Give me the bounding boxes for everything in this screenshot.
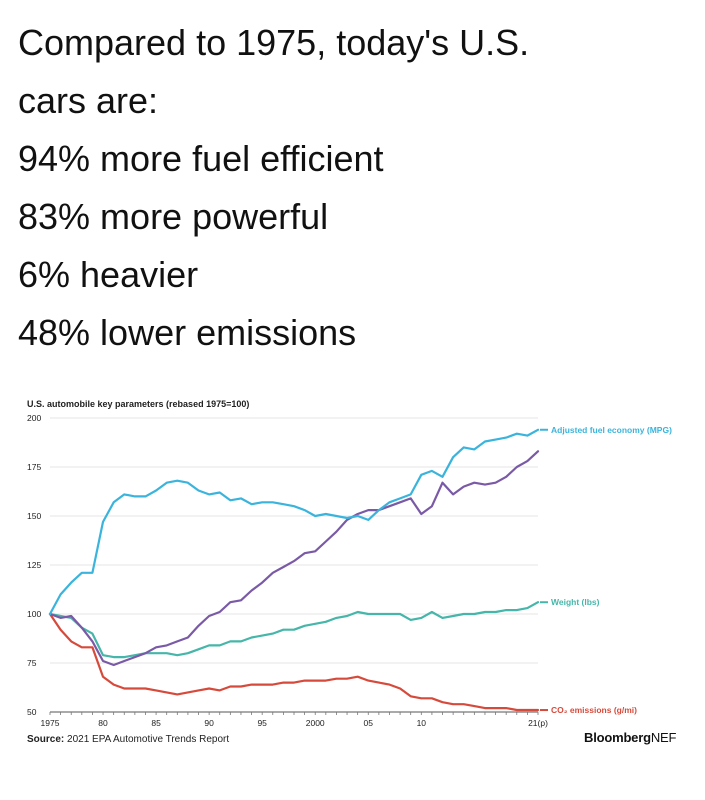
x-tick-label: 05: [364, 718, 374, 728]
series-label-co2: CO₂ emissions (g/mi): [551, 705, 637, 715]
headline: Compared to 1975, today's U.S. cars are:…: [18, 14, 688, 362]
y-tick-label: 50: [27, 707, 37, 717]
x-tick-label: 2000: [306, 718, 325, 728]
x-tick-label: 10: [417, 718, 427, 728]
brand-light: NEF: [650, 730, 677, 745]
y-tick-label: 75: [27, 658, 37, 668]
headline-line-1: Compared to 1975, today's U.S.: [18, 22, 530, 63]
x-tick-label: 21(p): [528, 718, 548, 728]
x-tick-label: 1975: [41, 718, 60, 728]
headline-line-3: 94% more fuel efficient: [18, 138, 384, 179]
y-tick-label: 175: [27, 462, 41, 472]
x-tick-label: 95: [257, 718, 267, 728]
x-tick-label: 90: [204, 718, 214, 728]
series-label-fuel: Adjusted fuel economy (MPG): [551, 425, 672, 435]
chart-title: U.S. automobile key parameters (rebased …: [27, 399, 249, 409]
headline-line-2: cars are:: [18, 80, 159, 121]
brand-bold: Bloomberg: [584, 730, 651, 745]
x-tick-label: 80: [98, 718, 108, 728]
source-label: Source:: [27, 734, 65, 745]
line-chart: U.S. automobile key parameters (rebased …: [27, 399, 672, 728]
series-line-co2: [48, 612, 540, 712]
series-line-power: [48, 450, 540, 667]
headline-line-4: 83% more powerful: [18, 196, 329, 237]
headline-line-5: 6% heavier: [18, 254, 199, 295]
source-text: 2021 EPA Automotive Trends Report: [67, 734, 230, 745]
source-note: Source: 2021 EPA Automotive Trends Repor…: [27, 734, 229, 745]
series-label-weight: Weight (lbs): [551, 597, 600, 607]
brand-logo: BloombergNEF: [584, 730, 676, 745]
y-tick-label: 200: [27, 413, 41, 423]
headline-line-6: 48% lower emissions: [18, 312, 357, 353]
y-tick-label: 100: [27, 609, 41, 619]
x-tick-label: 85: [151, 718, 161, 728]
series-line-fuel: [48, 428, 540, 616]
series-line-weight: [48, 601, 540, 659]
y-tick-label: 125: [27, 560, 41, 570]
y-tick-label: 150: [27, 511, 41, 521]
